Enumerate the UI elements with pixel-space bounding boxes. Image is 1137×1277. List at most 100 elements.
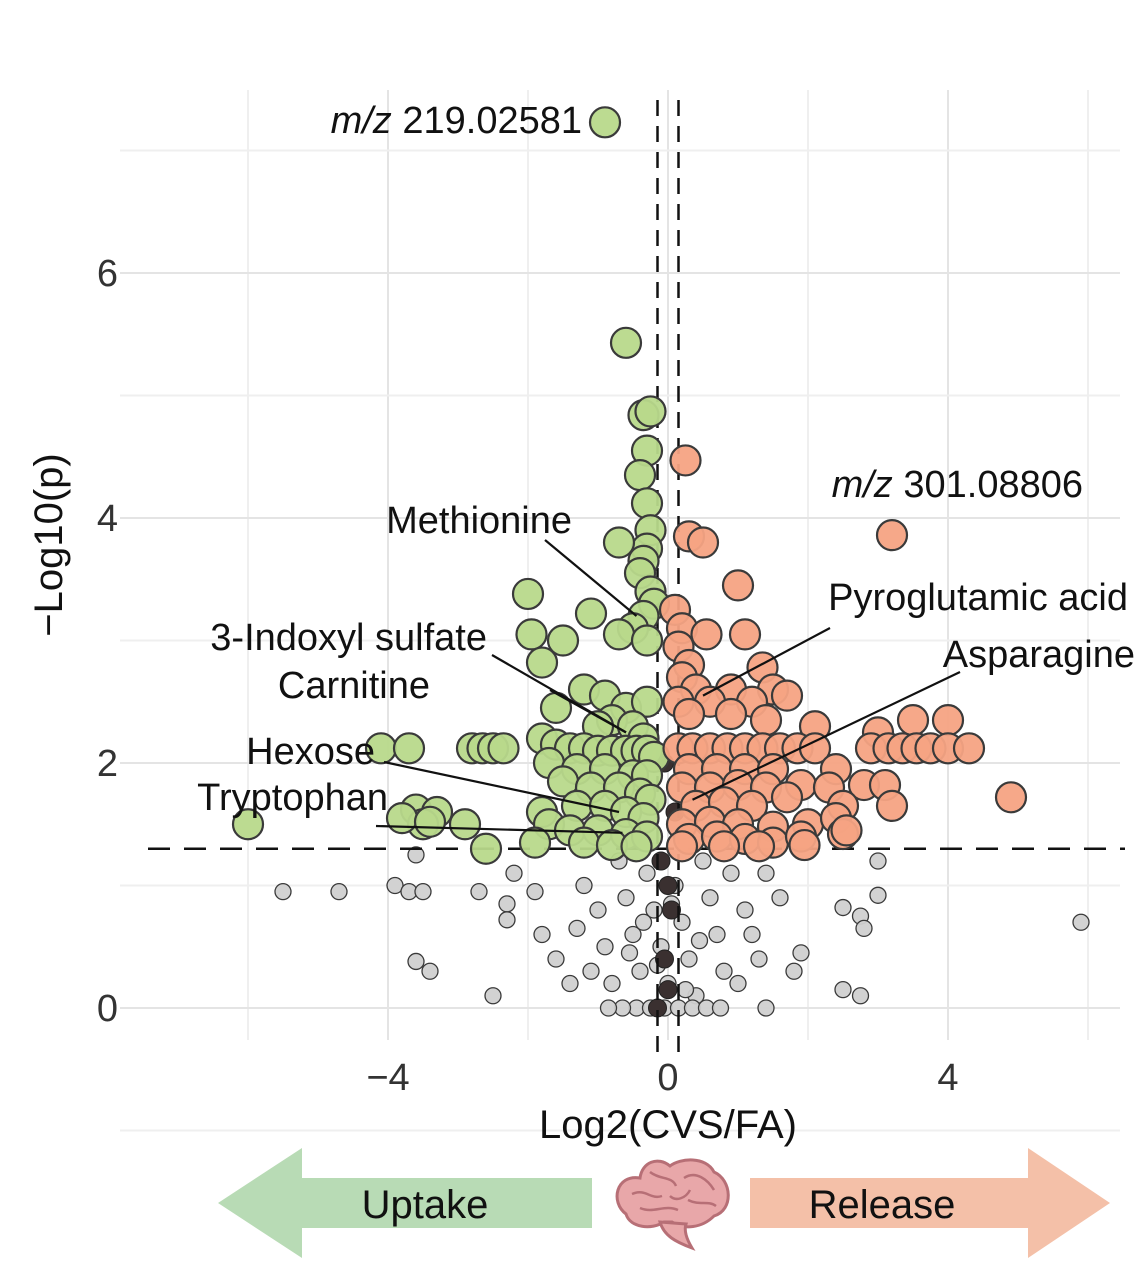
annotation-leader: [549, 689, 627, 734]
release-point: [742, 830, 776, 863]
nonsignificant-point: [676, 980, 695, 999]
uptake-point: [609, 326, 643, 359]
uptake-point: [385, 802, 419, 835]
brain-icon: [615, 1158, 730, 1251]
nonsignificant-point: [596, 938, 614, 956]
nonsignificant-point: [757, 864, 775, 882]
release-point: [721, 569, 755, 602]
release-point: [770, 679, 804, 712]
y-tick-label: 4: [97, 498, 118, 540]
annotation-label: Pyroglutamic acid: [828, 577, 1128, 619]
nonsignificant-point: [658, 980, 678, 1000]
release-point: [672, 697, 706, 731]
nonsignificant-point: [694, 852, 712, 870]
nonsignificant-point: [330, 882, 348, 901]
release-point: [830, 814, 863, 847]
nonsignificant-point: [729, 974, 747, 993]
uptake-point: [602, 618, 636, 651]
nonsignificant-point: [722, 864, 740, 882]
annotation-label: 3-Indoxyl sulfate: [210, 617, 487, 659]
uptake-point: [623, 459, 657, 492]
nonsignificant-point: [708, 925, 726, 944]
nonsignificant-point: [771, 889, 789, 907]
nonsignificant-point: [617, 889, 635, 907]
leader-lines: [375, 539, 961, 834]
annotation-label: Methionine: [386, 500, 572, 542]
release-point: [686, 526, 720, 559]
nonsignificant-point: [533, 925, 551, 944]
annotation-leader: [692, 671, 961, 801]
release-point: [875, 519, 909, 552]
uptake-label: Uptake: [362, 1183, 489, 1227]
uptake-point: [515, 618, 548, 651]
release-point: [896, 704, 930, 737]
nonsignificant-point: [869, 886, 887, 904]
nonsignificant-point: [620, 944, 639, 962]
annotation-leader: [383, 760, 620, 814]
uptake-point: [630, 624, 664, 657]
release-point: [669, 444, 702, 477]
release-label: Release: [809, 1183, 956, 1227]
x-axis-title: Log2(CVS/FA): [539, 1103, 797, 1147]
nonsignificant-point: [582, 962, 600, 980]
uptake-point: [231, 808, 265, 841]
y-tick-label: 0: [97, 988, 118, 1030]
nonsignificant-point: [631, 962, 649, 980]
nonsignificant-point: [547, 950, 565, 968]
uptake-point: [469, 832, 503, 865]
nonsignificant-point: [484, 987, 502, 1005]
release-point: [714, 697, 748, 731]
annotation-label: m/z 301.08806: [832, 464, 1083, 506]
annotation-label: Carnitine: [278, 665, 430, 707]
y-axis-title: −Log10(p): [27, 453, 71, 636]
uptake-point: [602, 526, 636, 559]
nonsignificant-point: [526, 882, 544, 901]
uptake-point: [413, 805, 447, 838]
nonsignificant-point: [651, 851, 671, 871]
nonsignificant-point: [711, 999, 730, 1017]
uptake-point: [630, 685, 664, 718]
nonsignificant-point: [690, 931, 709, 950]
release-point: [952, 732, 986, 765]
nonsignificant-point: [407, 846, 425, 864]
release-point: [728, 618, 762, 651]
nonsignificant-point: [634, 913, 653, 931]
nonsignificant-point: [274, 882, 292, 901]
x-tick-label: 0: [657, 1057, 678, 1099]
uptake-point: [634, 395, 667, 428]
tick-labels: −4 0 4 0 2 4 6: [97, 253, 959, 1099]
release-point: [665, 830, 699, 863]
nonsignificant-point: [869, 852, 887, 870]
nonsignificant-point: [658, 876, 678, 895]
nonsignificant-point: [624, 925, 642, 944]
release-point: [707, 830, 741, 863]
uptake-point: [487, 732, 520, 765]
uptake-point: [511, 577, 545, 611]
nonsignificant-point: [561, 974, 579, 993]
annotation-label: Tryptophan: [197, 777, 388, 819]
release-point: [749, 704, 783, 737]
uptake-point: [518, 826, 552, 859]
nonsignificant-point: [757, 999, 775, 1017]
nonsignificant-point: [715, 962, 733, 980]
y-tick-label: 2: [97, 743, 118, 785]
annotation-leader: [375, 824, 623, 834]
nonsignificant-point: [498, 911, 516, 929]
uptake-point: [574, 597, 608, 630]
annotation-label: Asparagine: [943, 634, 1135, 676]
nonsignificant-point: [498, 895, 516, 913]
nonsignificant-point: [792, 944, 810, 962]
grid: [120, 90, 1120, 1132]
annotation-leader: [702, 627, 831, 697]
nonsignificant-point: [414, 882, 432, 901]
nonsignificant-point: [638, 864, 656, 882]
nonsignificant-point: [407, 952, 425, 971]
release-point: [931, 704, 965, 737]
uptake-point: [630, 487, 664, 520]
nonsignificant-point: [575, 876, 593, 895]
annotations: m/z 219.02581 m/z 301.08806 Methionine 3-In…: [197, 100, 1135, 819]
nonsignificant-point: [655, 949, 674, 969]
nonsignificant-point: [599, 999, 618, 1017]
nonsignificant-point: [680, 950, 698, 968]
